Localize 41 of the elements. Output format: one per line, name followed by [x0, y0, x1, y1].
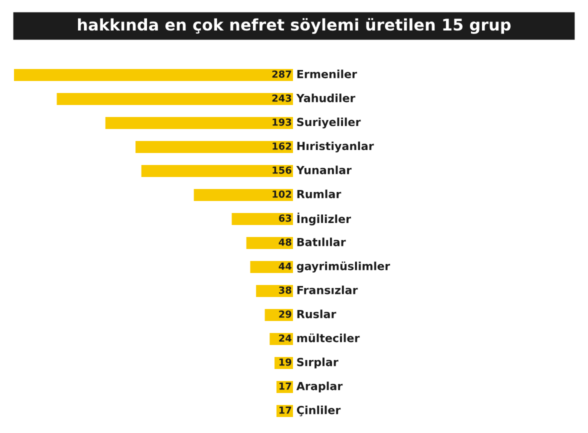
y-tick-label: Yunanlar	[296, 166, 352, 174]
data-label: 17	[279, 382, 292, 390]
data-label: 48	[278, 238, 292, 246]
y-tick-label: Yahudiler	[296, 94, 356, 102]
data-label: 162	[272, 142, 292, 150]
data-label: 44	[278, 262, 292, 270]
y-tick-label: Suriyeliler	[297, 118, 361, 128]
bar	[136, 141, 293, 153]
y-tick-label: Sırplar	[297, 358, 338, 368]
bar	[141, 165, 293, 177]
chart-title: hakkında en çok nefret söylemi üretilen 15 grup	[78, 18, 511, 34]
y-tick-label: Rumlar	[297, 190, 342, 198]
y-tick-label: Hıristiyanlar	[297, 142, 374, 152]
data-label: 102	[272, 190, 292, 198]
bar	[256, 285, 293, 297]
bar	[246, 237, 293, 249]
y-tick-label: İngilizler	[297, 212, 352, 226]
y-tick-label: Batılılar	[297, 238, 346, 246]
y-tick-label: Çinliler	[296, 406, 341, 416]
bar	[105, 117, 293, 129]
y-tick-label: Ruslar	[297, 310, 336, 318]
bar	[250, 261, 293, 273]
bar	[14, 69, 293, 81]
data-label: 156	[272, 166, 292, 174]
data-label: 63	[278, 214, 292, 222]
bar	[232, 213, 293, 225]
y-tick-label: Ermeniler	[297, 70, 358, 78]
data-label: 287	[272, 70, 292, 78]
data-label: 17	[279, 406, 292, 414]
bar	[194, 189, 293, 201]
bar	[56, 93, 293, 105]
data-label: 38	[279, 286, 292, 294]
data-label: 29	[279, 310, 292, 318]
data-label: 24	[279, 334, 292, 342]
data-label: 193	[272, 118, 292, 126]
y-tick-label: mülteciler	[297, 333, 360, 342]
y-tick-label: Fransızlar	[297, 286, 358, 294]
y-tick-label: gayrimüslimler	[296, 262, 390, 272]
y-tick-label: Araplar	[296, 382, 343, 392]
data-label: 19	[279, 358, 292, 366]
data-label: 243	[272, 94, 292, 102]
